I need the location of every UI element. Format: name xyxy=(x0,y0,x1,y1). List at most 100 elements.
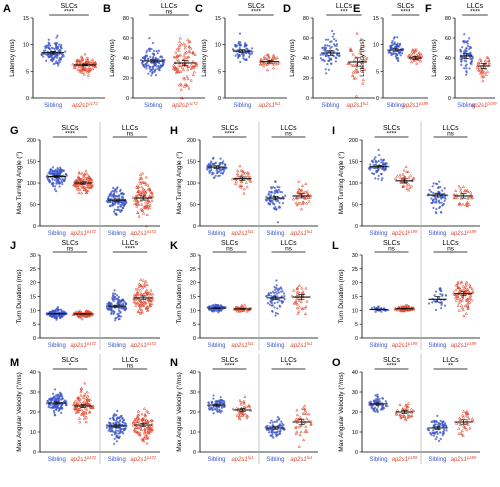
data-point xyxy=(144,224,148,228)
data-point xyxy=(361,81,365,85)
data-point xyxy=(432,429,435,432)
data-point xyxy=(440,307,443,310)
data-point xyxy=(76,178,81,182)
data-point xyxy=(215,169,218,172)
data-point xyxy=(298,201,302,205)
data-point xyxy=(242,399,246,403)
data-point xyxy=(409,57,413,61)
x-category-label: Sibling xyxy=(370,231,388,237)
data-point xyxy=(465,40,468,44)
data-point xyxy=(83,52,87,56)
data-point xyxy=(119,299,123,302)
data-point xyxy=(116,186,119,189)
data-point xyxy=(189,78,193,82)
data-point xyxy=(292,301,296,305)
data-point xyxy=(432,424,436,427)
data-point xyxy=(208,171,211,174)
data-point xyxy=(83,381,87,385)
data-point xyxy=(239,406,244,410)
data-point xyxy=(150,74,153,77)
data-point xyxy=(138,181,143,185)
data-point xyxy=(151,72,154,75)
data-point xyxy=(176,58,181,62)
y-tick-label: 10 xyxy=(215,43,221,49)
data-point xyxy=(301,411,305,415)
data-point xyxy=(56,178,59,182)
data-point xyxy=(105,304,108,308)
x-category-label: Sibling xyxy=(233,103,251,109)
data-point xyxy=(230,177,235,181)
data-point xyxy=(187,44,191,48)
data-point xyxy=(52,315,55,318)
data-point xyxy=(78,400,82,404)
data-point xyxy=(276,419,279,422)
data-point xyxy=(354,55,358,59)
data-point xyxy=(438,287,441,290)
data-point xyxy=(143,181,148,185)
y-tick-label: 100 xyxy=(27,181,36,187)
data-point xyxy=(148,203,152,207)
data-point xyxy=(57,64,60,67)
significance-label: **** xyxy=(386,363,397,370)
data-point xyxy=(179,87,183,91)
y-tick-label: 40 xyxy=(445,56,451,62)
data-point xyxy=(56,34,59,37)
data-point xyxy=(114,421,117,425)
data-point xyxy=(246,171,250,175)
data-point xyxy=(458,289,463,293)
data-point xyxy=(112,294,115,297)
data-point xyxy=(142,300,146,304)
data-point xyxy=(460,63,463,66)
data-point xyxy=(322,58,325,61)
data-point xyxy=(303,312,308,316)
data-point xyxy=(51,166,55,169)
data-point xyxy=(439,289,442,292)
data-point xyxy=(138,172,143,176)
data-point xyxy=(484,72,488,76)
data-point xyxy=(370,405,373,409)
data-point xyxy=(144,206,148,210)
data-point xyxy=(210,160,213,163)
data-point xyxy=(54,388,57,391)
data-point xyxy=(55,53,58,57)
data-point xyxy=(271,53,276,57)
data-point xyxy=(108,307,111,310)
data-point xyxy=(242,171,246,175)
x-category-label: ap2s1p199 xyxy=(451,455,477,464)
data-point xyxy=(443,422,447,425)
data-point xyxy=(157,49,161,52)
data-point xyxy=(42,55,45,58)
data-point xyxy=(110,195,113,198)
data-point xyxy=(139,283,143,287)
data-point xyxy=(245,58,248,62)
data-point xyxy=(79,393,83,397)
data-point xyxy=(432,191,435,194)
data-point xyxy=(85,394,90,398)
data-point xyxy=(143,56,146,59)
data-point xyxy=(138,424,143,428)
y-tick-label: 5 xyxy=(193,322,196,328)
data-point xyxy=(145,293,149,297)
data-point xyxy=(365,56,369,60)
data-point xyxy=(379,158,383,161)
data-point xyxy=(282,292,286,295)
data-point xyxy=(73,407,77,411)
data-point xyxy=(457,416,462,420)
data-point xyxy=(135,183,140,187)
data-point xyxy=(211,408,214,412)
data-point xyxy=(143,419,147,423)
data-point xyxy=(419,51,423,55)
y-tick-label: 80 xyxy=(123,16,129,22)
data-point xyxy=(293,425,298,429)
data-point xyxy=(242,57,245,60)
y-tick-label: 20 xyxy=(190,410,196,416)
data-point xyxy=(175,53,179,57)
data-point xyxy=(274,291,278,294)
data-point xyxy=(220,406,223,409)
data-point xyxy=(85,58,89,62)
data-point xyxy=(45,402,48,405)
group-title: LLCs xyxy=(442,125,459,132)
data-point xyxy=(468,285,472,289)
data-point xyxy=(453,188,458,192)
data-point xyxy=(133,419,137,423)
